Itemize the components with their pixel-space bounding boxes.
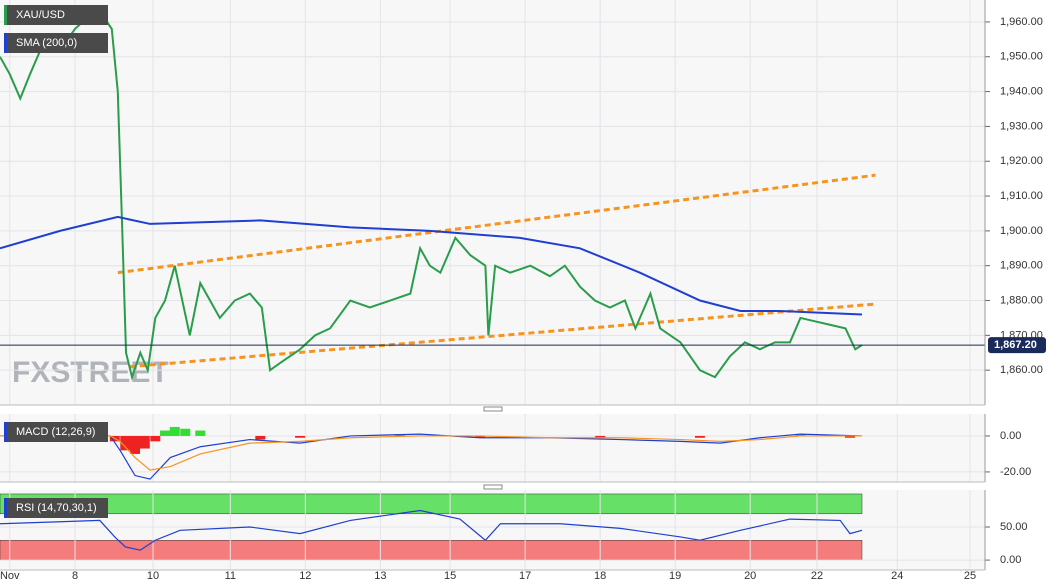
y-tick-label: 1,920.00 [1000,155,1043,167]
y-tick-label: 1,930.00 [1000,120,1043,132]
legend-label: XAU/USD [16,9,65,21]
legend-box [4,422,108,442]
histogram-bar [160,430,171,436]
legend-item: RSI (14,70,30,1) [4,498,108,518]
histogram-bar [595,435,606,438]
x-tick-label: 18 [594,570,606,582]
panel-handle [483,484,503,490]
y-tick-label: -20.00 [1000,466,1031,478]
x-tick-label: 12 [299,570,311,582]
x-tick-label: 13 [374,570,386,582]
legend-box [4,498,108,518]
legend-item: SMA (200,0) [4,33,108,53]
series-line [0,509,863,551]
y-tick-label: 1,940.00 [1000,85,1043,97]
y-tick-label: 0.00 [1000,554,1021,566]
y-tick-label: 1,950.00 [1000,51,1043,63]
legend-box [4,33,108,53]
legend-swatch [4,498,7,518]
x-tick-label: 20 [744,570,756,582]
legend-box [4,5,108,25]
last-price-label: 1,867.20 [994,339,1037,351]
x-tick-label: 22 [811,570,823,582]
y-tick-label: 1,910.00 [1000,190,1043,202]
channel-line [129,302,876,369]
y-tick-label: 0.00 [1000,430,1021,442]
histogram-bar [139,435,150,449]
series-line [0,10,863,381]
x-tick-label: 25 [964,570,976,582]
x-tick-label: 11 [225,570,236,582]
legend-swatch [4,5,7,25]
x-tick-label: 8 [72,570,78,582]
histogram-bar [180,428,191,436]
histogram-bar [169,426,180,436]
histogram-bar [475,435,486,438]
histogram-bar [295,435,306,438]
histogram-bar [694,435,705,438]
legend-item: MACD (12,26,9) [4,422,108,442]
main-panel [0,0,985,405]
x-tick-label: 17 [519,570,531,582]
x-tick-label: 19 [669,570,681,582]
x-tick-label: 15 [444,570,456,582]
macd-panel [0,414,985,482]
legend-label: SMA (200,0) [16,37,77,49]
x-tick-label: 24 [891,570,903,582]
panel-handle [483,406,503,412]
histogram-bar [844,435,855,438]
x-tick-label: Nov [0,570,20,582]
y-tick-label: 1,960.00 [1000,16,1043,28]
last-price-box [988,337,1046,354]
series-line [0,433,862,480]
channel-line [117,173,876,275]
y-tick-label: 1,860.00 [1000,364,1043,376]
legend-swatch [4,422,7,442]
histogram-bar [255,435,266,440]
y-tick-label: 50.00 [1000,521,1028,533]
y-tick-label: 1,880.00 [1000,294,1043,306]
series-line [0,215,863,316]
x-tick-label: 10 [147,570,159,582]
legend-swatch [4,33,7,53]
histogram-bar [120,435,131,451]
zone [0,539,863,561]
histogram-bar [130,435,141,454]
histogram-bar [195,430,206,436]
legend-label: RSI (14,70,30,1) [16,502,97,514]
watermark: FXSTREET [12,356,169,389]
histogram-bar [150,435,161,442]
legend-item: XAU/USD [4,5,108,25]
zone [0,493,863,515]
histogram-bar [795,434,806,436]
legend-label: MACD (12,26,9) [16,426,95,438]
y-tick-label: 1,890.00 [1000,260,1043,272]
y-tick-label: 1,900.00 [1000,225,1043,237]
series-line [0,435,862,471]
